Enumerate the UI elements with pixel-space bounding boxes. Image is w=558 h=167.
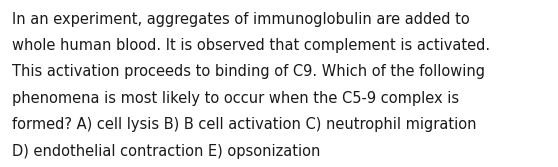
Text: In an experiment, aggregates of immunoglobulin are added to: In an experiment, aggregates of immunogl… [12, 12, 470, 27]
Text: This activation proceeds to binding of C9. Which of the following: This activation proceeds to binding of C… [12, 64, 485, 79]
Text: whole human blood. It is observed that complement is activated.: whole human blood. It is observed that c… [12, 38, 490, 53]
Text: D) endothelial contraction E) opsonization: D) endothelial contraction E) opsonizati… [12, 144, 321, 159]
Text: phenomena is most likely to occur when the C5-9 complex is: phenomena is most likely to occur when t… [12, 91, 459, 106]
Text: formed? A) cell lysis B) B cell activation C) neutrophil migration: formed? A) cell lysis B) B cell activati… [12, 117, 477, 132]
